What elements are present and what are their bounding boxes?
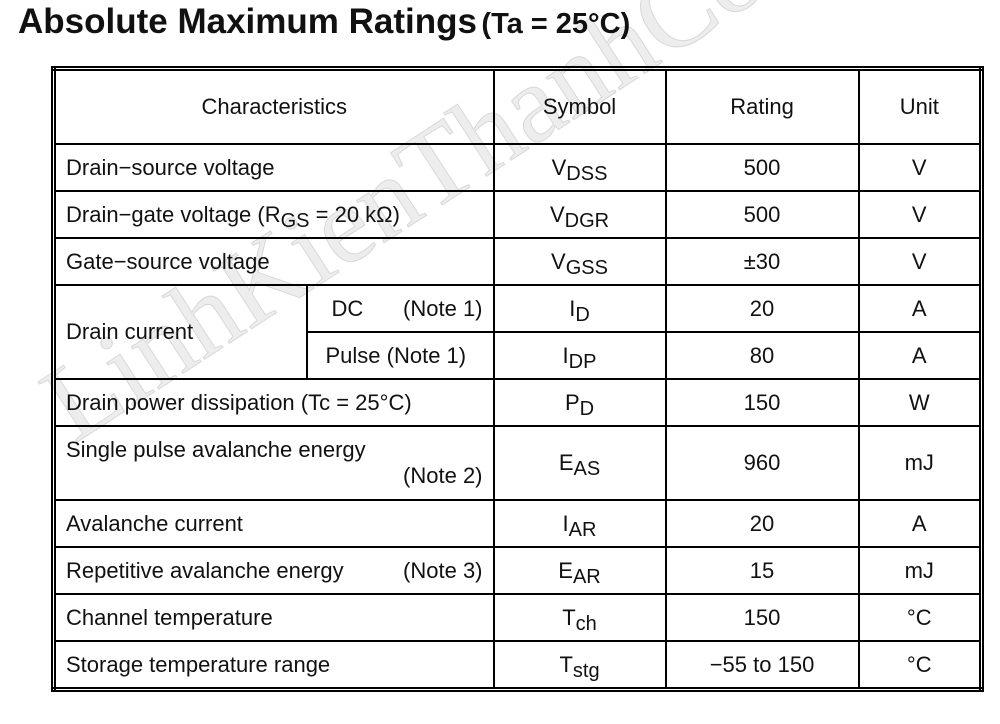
symbol-sub: AS: [573, 458, 601, 480]
characteristic-group: Drain current: [52, 284, 308, 380]
characteristic: Single pulse avalanche energy (Note 2): [52, 425, 495, 501]
rating: −55 to 150: [664, 640, 860, 691]
characteristic-item: Pulse (Note 1): [305, 331, 495, 380]
table-row: Avalanche current IAR 20 A: [52, 499, 983, 548]
text: Drain−gate voltage (R: [66, 201, 281, 227]
symbol-main: E: [558, 450, 574, 475]
unit: A: [857, 499, 983, 548]
unit: V: [857, 143, 983, 192]
symbol-sub: DGR: [564, 209, 610, 232]
symbol-sub: AR: [568, 518, 597, 541]
unit: W: [857, 378, 983, 427]
rating: 150: [664, 593, 860, 642]
symbol-main: P: [564, 389, 580, 415]
symbol-sub: D: [579, 397, 595, 420]
symbol-sub: DSS: [566, 162, 608, 185]
symbol-main: V: [551, 154, 567, 180]
symbol-main: V: [549, 201, 565, 227]
unit: A: [857, 331, 983, 380]
characteristic: Drain−source voltage: [52, 143, 495, 192]
table-row: Drain−source voltage VDSS 500 V: [52, 143, 983, 192]
title-main: Absolute Maximum Ratings: [18, 2, 477, 41]
rating: ±30: [664, 237, 860, 286]
symbol-main: V: [551, 248, 566, 274]
rating: 500: [664, 143, 860, 192]
characteristic: Avalanche current: [52, 499, 495, 548]
symbol-main: T: [562, 604, 576, 630]
rating: 20: [664, 284, 860, 333]
characteristic: Drain−gate voltage (RGS = 20 kΩ): [52, 190, 495, 239]
rating: 80: [664, 331, 860, 380]
symbol-main: I: [562, 510, 569, 536]
characteristic-item: DC (Note 1): [305, 284, 495, 333]
symbol-sub: GSS: [565, 256, 608, 279]
characteristic: Channel temperature: [52, 593, 495, 642]
rating: 15: [664, 546, 860, 595]
symbol: Tstg: [492, 640, 667, 691]
unit: °C: [857, 640, 983, 691]
table-body: Drain−source voltage VDSS 500 V Drain−gate v…: [52, 143, 983, 691]
table-row: Drain−gate voltage (RGS = 20 kΩ) VDGR 500 V: [52, 190, 983, 239]
table-row: Gate−source voltage VGSS ±30 V: [52, 237, 983, 286]
characteristic: Drain power dissipation (Tc = 25°C): [52, 378, 495, 427]
unit: mJ: [857, 425, 983, 501]
rating: 20: [664, 499, 860, 548]
rating: 500: [664, 190, 860, 239]
symbol: PD: [492, 378, 667, 427]
table-row: Pulse (Note 1) IDP 80 A: [54, 331, 983, 380]
header-cell: Symbol: [492, 67, 667, 145]
symbol: ID: [492, 284, 667, 333]
symbol-sub: AR: [572, 565, 601, 588]
symbol: IDP: [492, 331, 667, 380]
text: = 20 kΩ): [309, 201, 400, 227]
symbol-main: E: [558, 557, 573, 583]
symbol: EAR: [492, 546, 667, 595]
unit: V: [857, 237, 983, 286]
table-row: Drain current DC (Note 1) ID 20 A: [52, 284, 983, 380]
text: Repetitive avalanche energy: [66, 557, 344, 583]
header-row: Characteristics Symbol Rating Unit: [52, 67, 983, 145]
title-condition: (Ta = 25°C): [481, 8, 631, 40]
unit: °C: [857, 593, 983, 642]
rating: 150: [664, 378, 860, 427]
symbol: VDGR: [492, 190, 667, 239]
table-row: Channel temperature Tch 150 °C: [52, 593, 983, 642]
symbol-main: T: [559, 651, 573, 677]
title: Absolute Maximum Ratings (Ta = 25°C): [18, 2, 630, 42]
symbol-sub: DP: [568, 350, 597, 373]
table-row: Single pulse avalanche energy (Note 2) EAS…: [52, 425, 983, 501]
note: (Note 3): [403, 557, 483, 583]
symbol: Tch: [492, 593, 667, 642]
unit: A: [857, 284, 983, 333]
unit: V: [857, 190, 983, 239]
rating: 960: [664, 425, 860, 501]
note: (Note 2): [403, 463, 483, 488]
note: (Note 1): [403, 295, 483, 321]
symbol-sub: stg: [572, 659, 600, 682]
symbol: EAS: [492, 425, 667, 501]
header-cell: Characteristics: [52, 67, 495, 145]
symbol: VGSS: [492, 237, 667, 286]
text: Single pulse avalanche energy: [66, 437, 366, 462]
table-row: Drain power dissipation (Tc = 25°C) PD 150…: [52, 378, 983, 427]
header-cell: Unit: [857, 67, 983, 145]
characteristic: Storage temperature range: [52, 640, 495, 691]
symbol: VDSS: [492, 143, 667, 192]
header-cell: Rating: [664, 67, 860, 145]
table-row: Storage temperature range Tstg −55 to 150 °…: [52, 640, 983, 691]
symbol-sub: ch: [575, 612, 597, 635]
unit: mJ: [857, 546, 983, 595]
table-row: Repetitive avalanche energy (Note 3) EAR 15…: [52, 546, 983, 595]
ratings-table: Characteristics Symbol Rating Unit Drain…: [51, 66, 985, 692]
subscript: GS: [280, 209, 310, 232]
symbol-main: I: [562, 342, 569, 368]
characteristic: Gate−source voltage: [52, 237, 495, 286]
symbol-sub: D: [575, 303, 590, 326]
characteristic: Repetitive avalanche energy (Note 3): [52, 546, 495, 595]
symbol: IAR: [492, 499, 667, 548]
symbol-main: I: [569, 295, 576, 321]
item: DC: [331, 295, 364, 321]
